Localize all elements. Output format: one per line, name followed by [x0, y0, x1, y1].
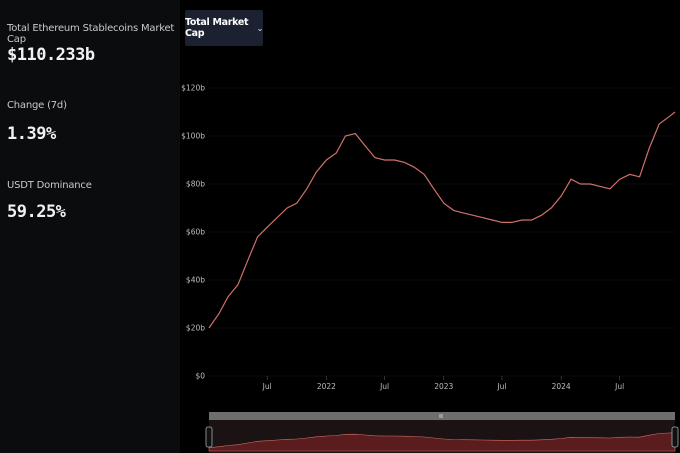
- x-tick-label: 2022: [317, 382, 336, 391]
- total-market-cap-value: $110.233b: [7, 45, 95, 65]
- change-7d-value: 1.39%: [7, 124, 56, 144]
- x-tick-label: 2023: [434, 382, 453, 391]
- usdt-dominance-value: 59.25%: [7, 202, 66, 222]
- drag-handle-icon[interactable]: [439, 414, 443, 418]
- y-axis: $0 $20b $40b $60b $80b $100b $120b: [181, 84, 205, 381]
- stats-sidebar: Total Ethereum Stablecoins Market Cap $1…: [0, 0, 180, 453]
- x-axis: Jul 2022 Jul 2023 Jul 2024 Jul: [262, 376, 624, 391]
- brush-left-handle[interactable]: [205, 426, 213, 448]
- x-tick-label: Jul: [379, 382, 389, 391]
- total-market-cap-label: Total Ethereum Stablecoins Market Cap: [7, 23, 175, 45]
- y-tick-label: $40b: [186, 276, 205, 285]
- x-tick-label: Jul: [262, 382, 272, 391]
- chevron-down-icon: ⌄: [256, 23, 264, 33]
- y-tick-label: $80b: [186, 180, 205, 189]
- y-tick-label: $100b: [181, 132, 205, 141]
- metric-selector-label: Total Market Cap: [185, 17, 249, 39]
- series-line: [208, 111, 676, 329]
- metric-selector-button[interactable]: Total Market Cap ⌄: [185, 10, 263, 46]
- brush-preview-area: [208, 432, 676, 452]
- x-tick-label: 2024: [552, 382, 571, 391]
- brush-right-handle[interactable]: [671, 426, 679, 448]
- y-tick-label: $120b: [181, 84, 205, 93]
- x-tick-label: Jul: [496, 382, 506, 391]
- change-7d-label: Change (7d): [7, 100, 67, 111]
- x-tick-label: Jul: [614, 382, 624, 391]
- market-cap-chart: $0 $20b $40b $60b $80b $100b $120b Jul 2022 Jul 2…: [181, 84, 679, 453]
- grid-lines: [209, 87, 675, 377]
- y-tick-label: $0: [195, 372, 205, 381]
- y-tick-label: $60b: [186, 228, 205, 237]
- usdt-dominance-label: USDT Dominance: [7, 180, 92, 191]
- range-brush[interactable]: [205, 412, 679, 453]
- y-tick-label: $20b: [186, 324, 205, 333]
